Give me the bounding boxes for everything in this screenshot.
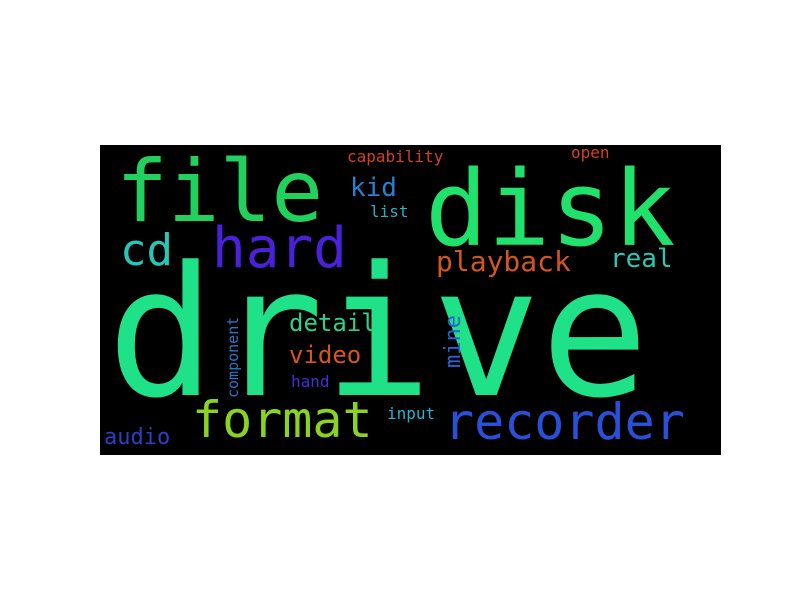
word-open: open — [571, 145, 610, 162]
word-cd: cd — [120, 225, 173, 276]
word-kid: kid — [350, 173, 397, 203]
word-drive: drive — [107, 229, 649, 438]
word-capability: capability — [347, 147, 444, 166]
word-file: file — [116, 145, 323, 242]
word-detail: detail — [289, 309, 376, 337]
word-hard: hard — [212, 216, 347, 281]
word-hand: hand — [291, 372, 330, 391]
word-recorder: recorder — [444, 393, 685, 451]
word-audio: audio — [104, 425, 170, 450]
word-component: component — [224, 317, 242, 398]
word-input: input — [387, 404, 435, 423]
word-video: video — [289, 341, 361, 369]
word-cloud-panel: drive disk file hard cd recorder format … — [100, 145, 721, 455]
word-cloud: drive disk file hard cd recorder format … — [104, 145, 685, 451]
word-list: list — [370, 202, 409, 221]
word-playback: playback — [436, 245, 571, 278]
word-mine: mine — [441, 315, 466, 368]
word-disk: disk — [425, 148, 675, 270]
word-format: format — [192, 391, 373, 449]
word-real: real — [610, 244, 673, 274]
